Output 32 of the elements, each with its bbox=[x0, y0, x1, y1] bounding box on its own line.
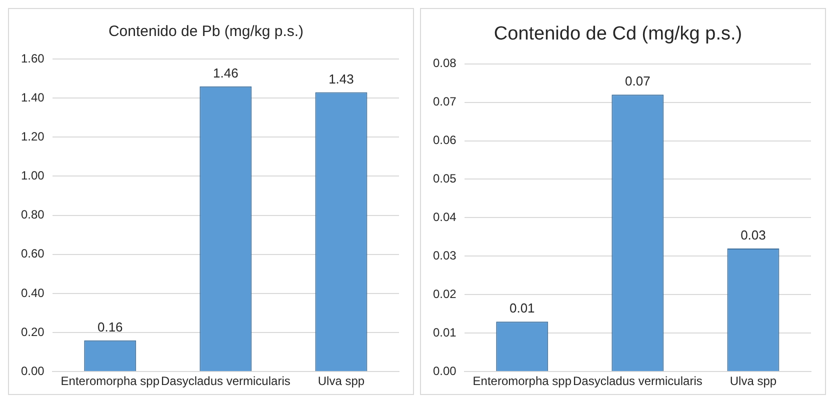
y-tick-label: 0.00 bbox=[432, 364, 457, 378]
chart-title: Contenido de Pb (mg/kg p.s.) bbox=[108, 23, 304, 40]
y-tick-label: 0.60 bbox=[20, 246, 45, 261]
y-tick-label: 1.00 bbox=[20, 168, 45, 183]
y-tick-label: 0.05 bbox=[432, 172, 457, 186]
data-label: 0.07 bbox=[625, 74, 650, 89]
y-tick-label: 0.02 bbox=[432, 286, 457, 301]
x-tick-label: Enteromorpha spp bbox=[472, 374, 572, 388]
y-tick-label: 1.40 bbox=[20, 90, 45, 104]
chart-title: Contenido de Cd (mg/kg p.s.) bbox=[494, 24, 742, 45]
y-tick-label: 0.80 bbox=[20, 208, 45, 222]
x-tick-label: Dasycladus vermicularis bbox=[572, 374, 702, 388]
x-tick-label: Dasycladus vermicularis bbox=[160, 374, 290, 388]
y-tick-label: 0.04 bbox=[432, 210, 457, 224]
y-tick-label: 0.40 bbox=[20, 286, 45, 300]
y-tick-label: 0.07 bbox=[432, 94, 457, 109]
y-tick-label: 1.60 bbox=[20, 51, 45, 66]
data-label: 0.16 bbox=[97, 319, 123, 334]
y-tick-label: 0.00 bbox=[20, 364, 45, 378]
y-tick-label: 1.20 bbox=[20, 129, 45, 144]
y-tick-label: 0.03 bbox=[432, 248, 457, 262]
y-tick-label: 0.06 bbox=[432, 133, 457, 148]
y-tick-label: 0.08 bbox=[432, 56, 457, 70]
y-tick-label: 0.20 bbox=[20, 324, 45, 339]
data-label: 1.43 bbox=[328, 71, 354, 86]
y-tick-label: 0.01 bbox=[432, 325, 457, 340]
x-tick-label: Enteromorpha spp bbox=[60, 374, 160, 388]
data-label: 0.01 bbox=[509, 300, 535, 316]
data-label: 0.03 bbox=[740, 228, 766, 243]
x-tick-label: Ulva spp bbox=[730, 374, 777, 388]
data-label: 1.46 bbox=[213, 65, 238, 80]
x-tick-label: Ulva spp bbox=[318, 374, 365, 388]
